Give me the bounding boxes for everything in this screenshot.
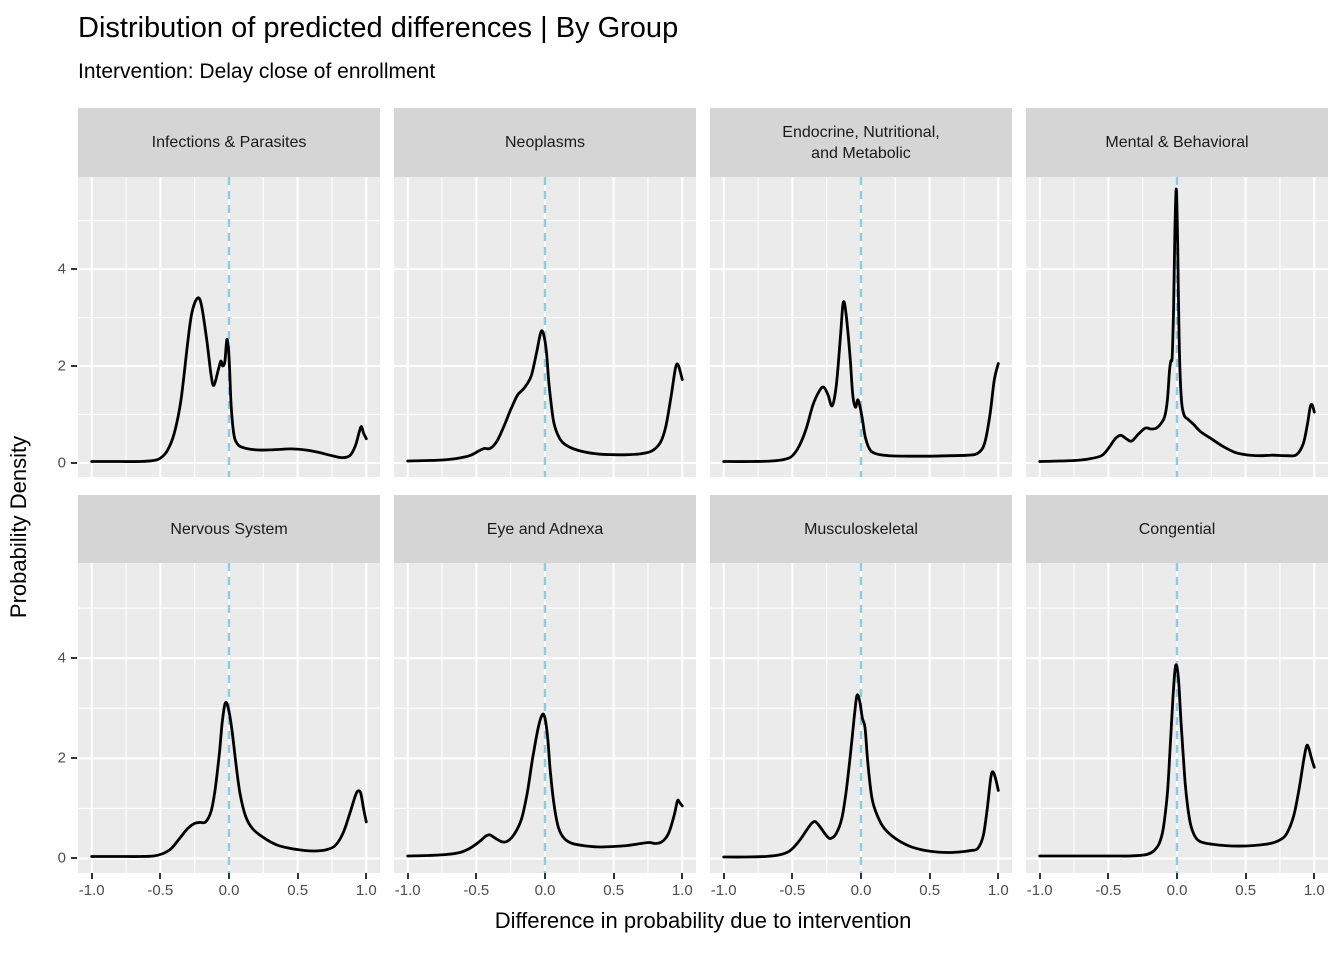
density-panel-eye-and-adnexa — [394, 563, 696, 873]
density-curve — [406, 329, 684, 463]
x-tick-label: -1.0 — [78, 882, 105, 899]
density-panel-neoplasms — [394, 177, 696, 477]
x-tick-label: 0.0 — [534, 882, 556, 899]
x-tick-label: -0.5 — [463, 882, 490, 899]
facet-label-eye-and-adnexa: Eye and Adnexa — [394, 495, 696, 563]
facet-label-infections-parasites: Infections & Parasites — [78, 108, 380, 177]
x-tick-label: -1.0 — [710, 882, 737, 899]
x-tick-mark — [544, 873, 546, 879]
facet-label-musculoskeletal: Musculoskeletal — [710, 495, 1012, 563]
x-tick-label: 0.0 — [1166, 882, 1188, 899]
x-tick-label: 1.0 — [987, 882, 1009, 899]
y-tick-label: 4 — [57, 649, 66, 667]
x-tick-label: 1.0 — [671, 882, 693, 899]
y-tick-label: 0 — [57, 849, 66, 867]
x-tick-label: 0.5 — [603, 882, 625, 899]
x-tick-label: -1.0 — [1026, 882, 1053, 899]
density-panel-mental-behavioral — [1026, 177, 1328, 477]
facet-label-congential: Congential — [1026, 495, 1328, 563]
density-curve — [1038, 663, 1316, 858]
x-tick-mark — [1107, 873, 1110, 879]
y-tick-mark — [71, 365, 77, 367]
x-tick-mark — [406, 873, 409, 879]
density-panel-congential — [1026, 563, 1328, 873]
x-tick-mark — [928, 873, 931, 879]
density-curve — [1038, 187, 1316, 463]
x-tick-label: 1.0 — [1303, 882, 1325, 899]
y-tick-label: 2 — [57, 749, 66, 767]
plot-title: Distribution of predicted differences | … — [78, 12, 679, 44]
x-tick-mark — [722, 873, 725, 879]
y-tick-mark — [71, 461, 77, 464]
x-tick-label: -0.5 — [147, 882, 174, 899]
x-tick-label: -0.5 — [779, 882, 806, 899]
facet-label-endocrine-nutritional-and-metabolic: Endocrine, Nutritional, and Metabolic — [710, 108, 1012, 177]
facet-label-neoplasms: Neoplasms — [394, 108, 696, 177]
x-tick-label: 1.0 — [355, 882, 377, 899]
density-curve — [722, 693, 1000, 859]
x-tick-label: 0.5 — [919, 882, 941, 899]
x-tick-mark — [791, 873, 794, 879]
x-tick-mark — [1244, 873, 1247, 879]
facet-label-mental-behavioral: Mental & Behavioral — [1026, 108, 1328, 177]
y-tick-label: 0 — [57, 454, 66, 472]
y-tick-mark — [71, 657, 77, 660]
y-tick-mark — [71, 268, 77, 271]
x-tick-label: 0.0 — [850, 882, 872, 899]
y-tick-mark — [71, 857, 77, 860]
density-curve — [90, 296, 368, 463]
x-tick-mark — [1313, 873, 1316, 879]
x-tick-label: -1.0 — [394, 882, 421, 899]
x-tick-mark — [860, 873, 862, 879]
x-tick-label: 0.5 — [1235, 882, 1257, 899]
x-tick-mark — [997, 873, 1000, 879]
x-tick-mark — [159, 873, 162, 879]
x-tick-mark — [296, 873, 299, 879]
x-axis-title: Difference in probability due to interve… — [494, 908, 912, 933]
x-tick-mark — [681, 873, 684, 879]
x-tick-mark — [1176, 873, 1178, 879]
x-tick-label: 0.0 — [218, 882, 240, 899]
density-curve — [406, 712, 684, 858]
density-panel-nervous-system — [78, 563, 380, 873]
y-tick-label: 4 — [57, 260, 66, 278]
x-tick-mark — [90, 873, 93, 879]
x-tick-mark — [475, 873, 478, 879]
density-panel-infections-parasites — [78, 177, 380, 477]
density-panel-musculoskeletal — [710, 563, 1012, 873]
x-tick-label: -0.5 — [1095, 882, 1122, 899]
x-tick-mark — [1038, 873, 1041, 879]
x-tick-mark — [228, 873, 230, 879]
y-tick-mark — [71, 757, 77, 760]
density-curve — [90, 700, 368, 858]
density-panel-endocrine-nutritional-and-metabolic — [710, 177, 1012, 477]
plot-subtitle: Intervention: Delay close of enrollment — [78, 60, 436, 83]
x-tick-label: 0.5 — [287, 882, 309, 899]
x-tick-mark — [365, 873, 368, 879]
y-tick-label: 2 — [57, 357, 66, 375]
x-tick-mark — [612, 873, 615, 879]
facet-label-nervous-system: Nervous System — [78, 495, 380, 563]
density-curve — [722, 300, 1000, 463]
